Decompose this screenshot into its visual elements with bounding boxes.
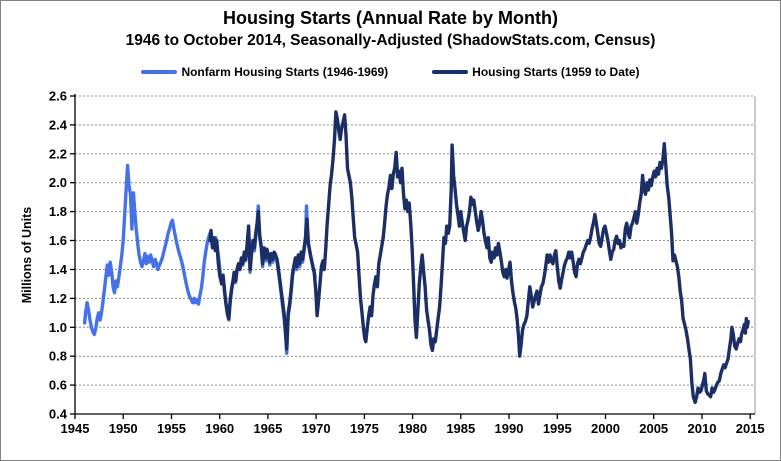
y-tick-label: 2.4 bbox=[49, 117, 68, 132]
y-tick-label: 0.4 bbox=[49, 407, 68, 422]
x-tick-label: 1990 bbox=[495, 421, 524, 436]
y-tick-label: 1.0 bbox=[49, 320, 67, 335]
y-tick-label: 1.2 bbox=[49, 291, 67, 306]
y-tick-label: 0.8 bbox=[49, 349, 67, 364]
x-tick-label: 1960 bbox=[205, 421, 234, 436]
y-axis-title: Millions of Units bbox=[20, 207, 34, 304]
y-tick-label: 1.4 bbox=[49, 262, 68, 277]
x-tick-label: 1965 bbox=[253, 421, 282, 436]
x-tick-label: 1980 bbox=[398, 421, 427, 436]
legend-item-nonfarm: Nonfarm Housing Starts (1946-1969) bbox=[141, 65, 388, 79]
x-tick-label: 2005 bbox=[639, 421, 668, 436]
legend-label-nonfarm: Nonfarm Housing Starts (1946-1969) bbox=[181, 65, 389, 79]
y-tick-label: 1.6 bbox=[49, 233, 67, 248]
y-tick-label: 1.8 bbox=[49, 204, 67, 219]
legend-line-swatch-nonfarm bbox=[141, 70, 178, 74]
series-nonfarm-line bbox=[82, 163, 317, 355]
series-total-line bbox=[208, 110, 750, 405]
x-tick-label: 1955 bbox=[157, 421, 186, 436]
x-tick-label: 1945 bbox=[61, 421, 90, 436]
y-tick-label: 2.6 bbox=[49, 89, 67, 104]
x-tick-label: 1975 bbox=[350, 421, 379, 436]
legend-item-total: Housing Starts (1959 to Date) bbox=[432, 65, 640, 79]
y-tick-label: 0.6 bbox=[49, 378, 67, 393]
y-tick-label: 2.0 bbox=[49, 175, 67, 190]
chart-subtitle: 1946 to October 2014, Seasonally-Adjuste… bbox=[125, 32, 656, 49]
x-tick-label: 1970 bbox=[302, 421, 331, 436]
y-tick-label: 2.2 bbox=[49, 146, 67, 161]
x-tick-label: 2010 bbox=[688, 421, 717, 436]
legend-label-total: Housing Starts (1959 to Date) bbox=[472, 65, 640, 79]
x-tick-label: 2000 bbox=[591, 421, 620, 436]
x-tick-label: 1950 bbox=[109, 421, 138, 436]
x-tick-label: 2015 bbox=[736, 421, 765, 436]
legend-line-swatch-total bbox=[432, 70, 469, 74]
x-tick-label: 1995 bbox=[543, 421, 572, 436]
legend: Nonfarm Housing Starts (1946-1969) Housi… bbox=[1, 63, 780, 81]
chart-title: Housing Starts (Annual Rate by Month) bbox=[223, 8, 558, 28]
x-tick-label: 1985 bbox=[446, 421, 475, 436]
